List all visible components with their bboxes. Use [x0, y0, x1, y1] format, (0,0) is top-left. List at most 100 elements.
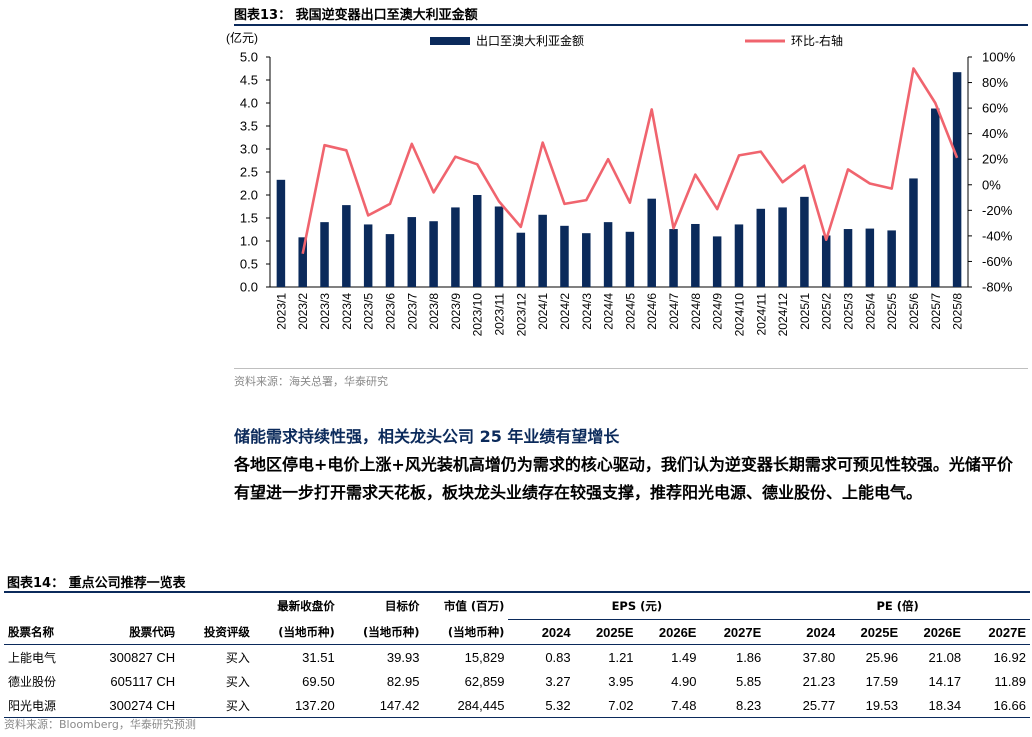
bar-export-amount — [494, 206, 504, 287]
cell-rating: 买入 — [225, 650, 250, 665]
x-axis-tick-label: 2023/7 — [405, 293, 419, 330]
cell-pe: 11.89 — [994, 673, 1026, 689]
header-close-top: 最新收盘价 — [277, 599, 335, 614]
cell-close: 69.50 — [302, 673, 335, 689]
right-axis-tick-label: -80% — [982, 280, 1013, 295]
cell-eps: 7.48 — [671, 697, 697, 713]
cell-pe: 21.23 — [802, 673, 836, 689]
header-eps-2027e: 2027E — [700, 619, 766, 645]
cell-name: 上能电气 — [8, 650, 57, 665]
x-axis-tick-label: 2024/4 — [602, 293, 616, 330]
cell-eps: 1.49 — [671, 649, 697, 665]
x-axis-tick-label: 2023/6 — [384, 293, 398, 330]
x-axis-tick-label: 2024/6 — [645, 293, 659, 330]
right-axis-tick-label: -20% — [982, 203, 1013, 218]
bar-export-amount — [669, 229, 678, 287]
x-axis-tick-label: 2024/9 — [711, 293, 725, 330]
cell-pe: 17.59 — [865, 673, 899, 689]
cell-eps: 4.90 — [671, 673, 697, 689]
legend-bar-label: 出口至澳大利亚金额 — [476, 33, 584, 48]
x-axis-tick-label: 2023/3 — [318, 293, 332, 330]
x-axis-tick-label: 2025/3 — [842, 293, 856, 330]
header-rating: 投资评级 — [179, 619, 254, 645]
cell-mktcap: 15,829 — [464, 649, 505, 665]
header-code: 股票代码 — [90, 619, 180, 645]
cell-eps: 1.21 — [608, 649, 634, 665]
header-pe-2024: 2024 — [765, 619, 840, 645]
figure-title: 图表13： 我国逆变器出口至澳大利亚金额 — [234, 8, 478, 23]
bar-export-amount — [560, 225, 569, 287]
bar-export-amount — [909, 178, 918, 287]
cell-mktcap: 62,859 — [464, 673, 505, 689]
table-row: 阳光电源 300274 CH 买入 137.20 147.42 284,445 … — [4, 693, 1030, 718]
line-mom-change — [301, 67, 959, 255]
cell-pe: 25.77 — [802, 697, 836, 713]
bar-export-amount — [603, 222, 613, 287]
left-axis-tick-label: 3.0 — [240, 142, 258, 157]
x-axis-tick-label: 2024/3 — [580, 293, 594, 330]
header-pe-group: PE (倍) — [765, 593, 1030, 620]
header-target-top: 目标价 — [384, 599, 420, 614]
bar-export-amount — [625, 231, 635, 287]
bar-export-amount — [516, 232, 526, 287]
header-target: (当地币种) — [338, 619, 424, 645]
bar-export-amount — [472, 195, 482, 287]
cell-eps: 5.85 — [735, 673, 762, 689]
bar-export-amount — [756, 208, 766, 287]
figure-bottom-rule — [234, 368, 1028, 369]
header-close: (当地币种) — [253, 619, 339, 645]
x-axis-tick-label: 2023/10 — [471, 293, 485, 337]
right-axis-tick-label: 80% — [982, 75, 1008, 90]
cell-code: 300274 CH — [109, 697, 176, 713]
left-axis-tick-label: 2.0 — [240, 188, 258, 203]
cell-code: 605117 CH — [110, 673, 176, 689]
x-axis-tick-label: 2024/1 — [536, 293, 550, 330]
bar-export-amount — [800, 196, 809, 287]
table-title-rule — [4, 591, 1030, 593]
bar-export-amount — [429, 221, 438, 287]
bar-export-amount — [931, 108, 940, 288]
right-axis-tick-label: -40% — [982, 228, 1013, 243]
bar-export-amount — [298, 237, 307, 287]
right-axis-tick-label: 100% — [982, 50, 1016, 65]
bar-export-amount — [647, 198, 656, 287]
header-mktcap: (当地币种) — [423, 619, 509, 645]
legend-line-label: 环比-右轴 — [791, 33, 843, 48]
x-axis-tick-label: 2023/8 — [427, 293, 441, 330]
cell-eps: 1.86 — [735, 649, 762, 665]
cell-rating: 买入 — [225, 698, 250, 713]
x-axis-tick-label: 2023/2 — [296, 293, 310, 330]
bar-export-amount — [582, 233, 591, 287]
header-name: 股票名称 — [4, 619, 91, 645]
cell-pe: 16.66 — [993, 697, 1026, 713]
cell-pe: 37.80 — [802, 649, 836, 665]
x-axis-tick-label: 2025/1 — [798, 293, 812, 330]
bar-export-amount — [385, 234, 395, 287]
left-axis-tick-label: 2.5 — [240, 165, 258, 180]
x-axis-tick-label: 2024/8 — [689, 293, 703, 330]
cell-target: 39.93 — [386, 649, 420, 665]
cell-rating: 买入 — [225, 674, 250, 689]
right-axis-tick-label: 0% — [982, 177, 1001, 192]
x-axis-tick-label: 2025/5 — [885, 293, 899, 330]
cell-close: 31.51 — [302, 649, 335, 665]
figure-title-rule — [234, 24, 1028, 26]
left-axis-tick-label: 4.5 — [240, 73, 258, 88]
cell-name: 德业股份 — [8, 674, 57, 689]
bar-export-amount — [887, 230, 896, 287]
cell-eps: 8.23 — [735, 697, 762, 713]
section-heading: 储能需求持续性强，相关龙头公司 25 年业绩有望增长 — [234, 427, 620, 446]
left-axis-tick-label: 4.0 — [240, 96, 258, 111]
table-title: 图表14： 重点公司推荐一览表 — [7, 576, 186, 591]
bar-export-amount — [691, 223, 700, 287]
x-axis-tick-label: 2023/5 — [362, 293, 376, 330]
left-axis-unit: (亿元) — [226, 30, 258, 45]
bar-export-amount — [451, 207, 460, 287]
cell-eps: 0.83 — [545, 649, 571, 665]
cell-eps: 3.95 — [608, 673, 634, 689]
x-axis-tick-label: 2024/11 — [754, 293, 768, 336]
bar-export-amount — [952, 72, 962, 288]
header-pe-2027e: 2027E — [965, 619, 1030, 645]
cell-eps: 5.32 — [545, 697, 571, 713]
cell-code: 300827 CH — [109, 649, 176, 665]
